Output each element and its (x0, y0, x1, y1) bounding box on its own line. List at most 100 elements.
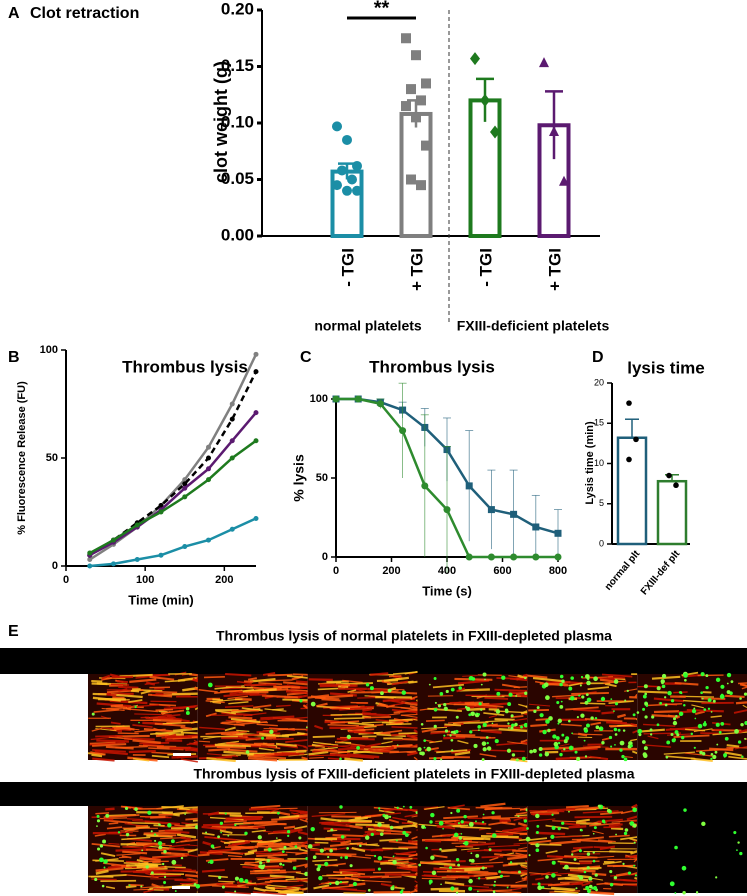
image-speck (478, 702, 482, 706)
image-speck (539, 713, 544, 718)
image-frame (307, 805, 419, 894)
image-streak (258, 747, 275, 752)
image-speck (261, 736, 265, 740)
image-streak (214, 689, 243, 695)
image-speck (163, 875, 167, 878)
image-streak (374, 821, 385, 824)
image-speck (710, 710, 713, 713)
image-speck (450, 687, 455, 692)
time-label: 102 (246, 651, 268, 666)
image-streak (110, 704, 124, 708)
image-speck (346, 734, 352, 740)
image-streak (299, 848, 308, 853)
image-streak (560, 881, 593, 883)
image-speck (718, 730, 722, 734)
image-streak (153, 727, 163, 732)
image-streak (348, 882, 366, 887)
scale-bar (173, 753, 191, 756)
image-streak (149, 703, 177, 707)
label-strip (0, 648, 747, 674)
image-speck (304, 871, 309, 877)
image-streak (604, 882, 623, 886)
image-speck (693, 746, 696, 749)
image-speck (643, 746, 648, 751)
image-speck (613, 727, 618, 732)
image-streak (443, 815, 478, 820)
image-speck (124, 806, 129, 811)
label-strip (0, 782, 747, 806)
image-speck (310, 701, 316, 707)
image-streak (633, 858, 638, 863)
image-streak (340, 839, 352, 845)
image-speck (649, 733, 653, 736)
image-streak (236, 729, 250, 732)
image-speck (739, 851, 743, 856)
image-streak (251, 829, 266, 833)
data-point (229, 401, 235, 407)
image-streak (165, 734, 198, 739)
image-speck (574, 750, 578, 754)
image-streak (318, 881, 330, 886)
image-speck (367, 888, 371, 892)
image-speck (511, 723, 515, 727)
image-streak (424, 840, 442, 843)
image-streak (737, 682, 747, 685)
image-speck (733, 830, 737, 835)
image-streak (164, 866, 186, 869)
image-streak (587, 686, 610, 691)
image-streak (91, 842, 120, 848)
y-axis-label: Lysis time (min) (584, 421, 596, 505)
image-streak (309, 756, 324, 759)
image-speck (418, 863, 422, 867)
data-point (253, 369, 259, 375)
image-streak (126, 704, 159, 708)
image-streak (304, 864, 309, 869)
image-speck (134, 705, 137, 709)
image-streak (319, 683, 356, 687)
image-speck (726, 690, 731, 694)
image-speck (622, 862, 625, 866)
image-streak (517, 822, 528, 828)
image-streak (376, 733, 406, 738)
image-speck (396, 744, 399, 747)
image-speck (682, 890, 686, 895)
image-speck (339, 757, 342, 761)
row-label: Lysis time (s) (4, 652, 80, 666)
image-streak (685, 728, 706, 732)
image-streak (554, 890, 579, 895)
image-streak (307, 694, 330, 699)
image-streak (273, 685, 300, 689)
image-speck (450, 886, 455, 891)
image-speck (94, 877, 98, 882)
image-speck (477, 890, 479, 893)
image-streak (229, 690, 243, 695)
image-speck (674, 730, 679, 734)
image-streak (394, 886, 405, 890)
image-speck (388, 815, 392, 818)
image-speck (571, 853, 574, 856)
image-speck (714, 750, 718, 754)
y-tick-label: 100 (40, 344, 58, 356)
image-speck (642, 740, 646, 744)
image-streak (513, 825, 528, 831)
image-streak (122, 805, 141, 810)
image-speck (559, 674, 564, 679)
image-streak (582, 866, 602, 870)
image-speck (292, 866, 297, 870)
image-streak (515, 879, 527, 884)
image-speck (327, 855, 330, 859)
x-tick-label: 0 (63, 574, 69, 586)
image-streak (600, 811, 624, 816)
image-streak (125, 884, 137, 889)
image-streak (326, 680, 349, 684)
image-speck (468, 713, 472, 717)
image-streak (674, 681, 699, 686)
data-point (158, 509, 164, 515)
data-point (487, 506, 495, 514)
image-speck (508, 692, 513, 697)
image-streak (250, 804, 281, 809)
image-streak (617, 713, 626, 719)
data-point (487, 553, 495, 561)
image-speck (521, 756, 526, 761)
data-point (399, 427, 407, 435)
